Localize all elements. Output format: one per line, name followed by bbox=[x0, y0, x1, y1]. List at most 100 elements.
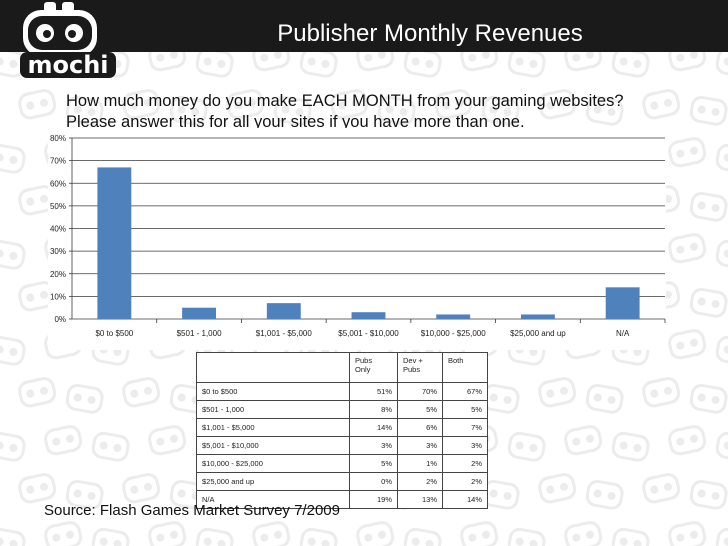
robot-face-pattern-icon bbox=[0, 335, 26, 366]
table-cell: 2% bbox=[442, 472, 488, 491]
robot-face-pattern-icon bbox=[689, 287, 728, 318]
robot-face-pattern-icon bbox=[273, 95, 312, 126]
robot-face-pattern-icon bbox=[330, 89, 369, 120]
robot-face-pattern-icon bbox=[611, 431, 650, 462]
y-tick-label: 20% bbox=[50, 270, 66, 279]
table-row-label: $5,001 - $10,000 bbox=[196, 436, 350, 455]
table-row: $25,000 and up 0% 2% 2% bbox=[196, 472, 488, 491]
robot-face-pattern-icon bbox=[0, 431, 26, 462]
table-row: $1,001 - $5,000 14% 6% 7% bbox=[196, 418, 488, 437]
robot-face-pattern-icon bbox=[0, 143, 26, 174]
robot-face-pattern-icon bbox=[460, 521, 499, 546]
robot-face-pattern-icon bbox=[642, 473, 681, 504]
table-header-cell bbox=[196, 352, 350, 383]
bar bbox=[436, 314, 471, 319]
robot-face-pattern-icon bbox=[356, 521, 395, 546]
y-tick-label: 80% bbox=[50, 134, 66, 143]
table-cell: 5% bbox=[397, 400, 443, 419]
x-tick-label: $5,001 - $10,000 bbox=[338, 329, 399, 338]
table-cell: 1% bbox=[397, 454, 443, 473]
robot-face-pattern-icon bbox=[642, 377, 681, 408]
table-cell: 3% bbox=[349, 436, 398, 455]
robot-face-pattern-icon bbox=[668, 137, 707, 168]
table-cell: 7% bbox=[442, 418, 488, 437]
table-cell: 3% bbox=[397, 436, 443, 455]
data-table: Pubs Only Dev + Pubs Both $0 to $500 51% 7… bbox=[196, 352, 488, 509]
robot-face-pattern-icon bbox=[507, 47, 546, 78]
robot-face-pattern-icon bbox=[65, 479, 104, 510]
robot-face-pattern-icon bbox=[538, 377, 577, 408]
robot-face-pattern-icon bbox=[18, 473, 57, 504]
table-cell: 6% bbox=[397, 418, 443, 437]
chart-area: 0% 10% 20% 30% 40% 50% 60% 70% 80% $0 to $500 $501… bbox=[48, 128, 666, 350]
table-row: $501 - 1,000 8% 5% 5% bbox=[196, 400, 488, 419]
table-cell: 2% bbox=[442, 454, 488, 473]
robot-face-pattern-icon bbox=[403, 47, 442, 78]
robot-face-pattern-icon bbox=[299, 47, 338, 78]
robot-face-pattern-icon bbox=[91, 527, 130, 546]
robot-face-pattern-icon bbox=[507, 431, 546, 462]
robot-face-pattern-icon bbox=[195, 527, 234, 546]
robot-face-pattern-icon bbox=[668, 521, 707, 546]
y-tick-label: 60% bbox=[50, 179, 66, 188]
robot-face-pattern-icon bbox=[44, 521, 83, 546]
bar bbox=[351, 312, 386, 319]
table-row: $0 to $500 51% 70% 67% bbox=[196, 382, 488, 401]
question-line-2: Please answer this for all your sites if… bbox=[66, 113, 525, 131]
y-tick-label: 10% bbox=[50, 292, 66, 301]
x-tick-label: $25,000 and up bbox=[510, 329, 566, 338]
table-cell: 14% bbox=[349, 418, 398, 437]
robot-face-pattern-icon bbox=[195, 47, 234, 78]
robot-face-pattern-icon bbox=[226, 89, 265, 120]
table-row-label: $0 to $500 bbox=[196, 382, 350, 401]
table-header-pubs-only: Pubs Only bbox=[349, 352, 398, 383]
robot-face-pattern-icon bbox=[148, 425, 187, 456]
robot-face-pattern-icon bbox=[122, 377, 161, 408]
table-cell: 14% bbox=[442, 490, 488, 509]
robot-face-pattern-icon bbox=[564, 521, 603, 546]
y-tick-label: 70% bbox=[50, 157, 66, 166]
robot-face-pattern-icon bbox=[148, 521, 187, 546]
robot-face-pattern-icon bbox=[299, 527, 338, 546]
table-cell: 67% bbox=[442, 382, 488, 401]
robot-face-pattern-icon bbox=[252, 521, 291, 546]
robot-face-pattern-icon bbox=[715, 431, 728, 462]
table-row-label: $1,001 - $5,000 bbox=[196, 418, 350, 437]
robot-face-pattern-icon bbox=[715, 47, 728, 78]
bar bbox=[97, 167, 132, 319]
robot-face-pattern-icon bbox=[18, 89, 57, 120]
robot-face-pattern-icon bbox=[507, 527, 546, 546]
robot-face-pattern-icon bbox=[122, 89, 161, 120]
bar-chart: 0% 10% 20% 30% 40% 50% 60% 70% 80% $0 to $500 $501… bbox=[50, 134, 666, 338]
robot-face-pattern-icon bbox=[403, 527, 442, 546]
table-cell: 2% bbox=[397, 472, 443, 491]
question-line-1: How much money do you make EACH MONTH fr… bbox=[66, 92, 624, 110]
robot-face-pattern-icon bbox=[0, 239, 26, 270]
robot-face-pattern-icon bbox=[585, 383, 624, 414]
logo-wordmark: mochi bbox=[27, 51, 108, 79]
title-bar-background bbox=[0, 0, 728, 52]
table-row: $5,001 - $10,000 3% 3% 3% bbox=[196, 436, 488, 455]
robot-face-pattern-icon bbox=[91, 431, 130, 462]
table-cell: 3% bbox=[442, 436, 488, 455]
table-row-label: $10,000 - $25,000 bbox=[196, 454, 350, 473]
robot-face-pattern-icon bbox=[585, 479, 624, 510]
x-tick-label: $501 - 1,000 bbox=[177, 329, 222, 338]
y-tick-label: 40% bbox=[50, 225, 66, 234]
table-cell: 70% bbox=[397, 382, 443, 401]
bar bbox=[605, 287, 640, 319]
robot-face-pattern-icon bbox=[642, 89, 681, 120]
robot-face-pattern-icon bbox=[668, 233, 707, 264]
table-cell: 13% bbox=[397, 490, 443, 509]
table-row: $10,000 - $25,000 5% 1% 2% bbox=[196, 454, 488, 473]
survey-question: How much money do you make EACH MONTH fr… bbox=[66, 91, 666, 133]
robot-face-pattern-icon bbox=[169, 95, 208, 126]
robot-face-pattern-icon bbox=[689, 479, 728, 510]
bar bbox=[520, 314, 555, 319]
robot-face-pattern-icon bbox=[715, 239, 728, 270]
table-header-both: Both bbox=[442, 352, 488, 383]
robot-face-pattern-icon bbox=[122, 473, 161, 504]
title-bar bbox=[0, 0, 728, 52]
table-cell: 19% bbox=[349, 490, 398, 509]
